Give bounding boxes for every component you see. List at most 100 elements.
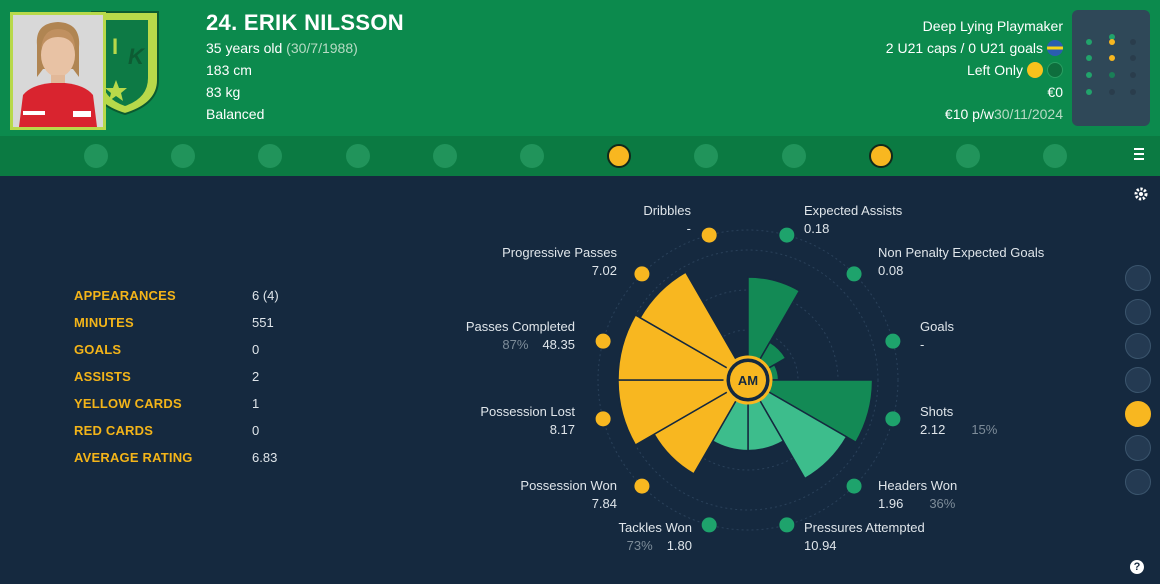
sweden-flag-icon — [1047, 40, 1063, 56]
pitch-dot — [1109, 89, 1115, 95]
metric-label: Shots 2.12 15% — [920, 404, 997, 437]
metric-label: Non Penalty Expected Goals 0.08 — [878, 245, 1044, 278]
metric-value: 48.35 — [542, 337, 575, 352]
metric-dot — [634, 478, 650, 494]
bird-icon[interactable] — [258, 144, 283, 168]
metric-dot — [846, 478, 862, 494]
running-player-icon[interactable] — [1125, 435, 1151, 461]
position-badge-inner — [730, 362, 766, 398]
metric-dot — [846, 266, 862, 282]
stat-label: APPEARANCES — [74, 288, 176, 303]
stat-label: MINUTES — [74, 315, 134, 330]
crosshair-icon[interactable] — [956, 144, 980, 168]
club-crest-icon: I K — [91, 11, 159, 116]
stat-row: RED CARDS 0 — [74, 423, 314, 443]
metric-name: Progressive Passes — [502, 245, 617, 260]
metric-name: Dribbles — [643, 203, 691, 218]
metric-label: Tackles Won 73% 1.80 — [619, 520, 692, 553]
metric-name: Tackles Won — [618, 520, 692, 535]
player-age-line: 35 years old (30/7/1988) — [206, 40, 358, 56]
metric-value-line: 10.94 — [804, 538, 925, 553]
kicking-player-icon[interactable] — [1125, 367, 1151, 393]
player-portrait-icon — [13, 15, 103, 127]
metric-name: Goals — [920, 319, 954, 334]
gear-icon[interactable] — [1134, 187, 1148, 201]
metric-label: Pressures Attempted 10.94 — [804, 520, 925, 553]
metric-value-line: 0.18 — [804, 221, 902, 236]
metric-value-line: 7.02 — [502, 263, 617, 278]
metric-label: Progressive Passes 7.02 — [502, 245, 617, 278]
grid-ring — [617, 249, 879, 511]
pitch-dot — [1130, 89, 1136, 95]
metric-label: Passes Completed 87% 48.35 — [466, 319, 575, 352]
stat-label: AVERAGE RATING — [74, 450, 193, 465]
metric-value: 1.96 — [878, 496, 904, 511]
list-menu-icon[interactable] — [1134, 148, 1144, 160]
u21-line: 2 U21 caps / 0 U21 goals — [886, 40, 1063, 56]
player-age: 35 years old — [206, 40, 283, 56]
grid-ring — [597, 229, 899, 531]
metric-dot — [701, 517, 717, 533]
metric-value-line: 73% 1.80 — [619, 538, 692, 553]
metric-name: Possession Lost — [480, 404, 575, 419]
pitch-dot — [1130, 55, 1136, 61]
pitch-dot — [1109, 34, 1115, 40]
stat-row: AVERAGE RATING 6.83 — [74, 450, 314, 470]
stat-value: 0 — [252, 423, 260, 438]
foot-line: Left Only — [967, 62, 1063, 78]
wolf-icon[interactable] — [1043, 144, 1068, 168]
stat-value: 2 — [252, 369, 260, 384]
player-role: Deep Lying Playmaker — [922, 18, 1063, 34]
stat-row: ASSISTS 2 — [74, 369, 314, 389]
metric-dot — [779, 227, 795, 243]
player-standing-icon[interactable] — [1125, 299, 1151, 325]
boot-grey-icon — [1047, 62, 1063, 78]
metric-value: 8.17 — [549, 422, 575, 437]
stat-value: 0 — [252, 342, 260, 357]
boot-icon — [1027, 62, 1043, 78]
stat-label: RED CARDS — [74, 423, 154, 438]
contract-line: €10 p/w30/11/2024 — [945, 106, 1063, 122]
metric-name: Non Penalty Expected Goals — [878, 245, 1045, 260]
pitch-dot — [1086, 89, 1092, 95]
diving-header-icon[interactable] — [1125, 333, 1151, 359]
metric-value-line: 87% 48.35 — [466, 337, 575, 352]
stat-value: 551 — [252, 315, 274, 330]
metric-dot — [634, 266, 650, 282]
metric-name: Possession Won — [520, 478, 617, 493]
preferred-foot: Left Only — [966, 62, 1023, 78]
metric-value: 0.18 — [804, 221, 830, 236]
metric-name: Pressures Attempted — [804, 520, 925, 535]
dribbling-player-icon[interactable] — [1125, 401, 1151, 427]
metric-value-line: 2.12 15% — [920, 422, 997, 437]
wizard-hat-icon[interactable] — [868, 144, 893, 168]
player-dob: (30/7/1988) — [286, 40, 358, 56]
hammer-sickle-icon[interactable] — [345, 144, 370, 168]
position-badge-label: AM — [738, 373, 758, 388]
stat-row: YELLOW CARDS 1 — [74, 396, 314, 416]
fox-head-icon[interactable] — [781, 144, 806, 168]
metric-percent: 73% — [626, 538, 653, 553]
shield-card-icon[interactable] — [171, 144, 196, 168]
player-header: I K 24. ERIK NILSSON 35 years old (30/7/… — [0, 0, 1160, 136]
crest-letter-1: I — [112, 34, 118, 59]
cog-burst-icon[interactable] — [694, 144, 719, 168]
metric-dot — [779, 517, 795, 533]
eye-icon[interactable] — [432, 144, 457, 168]
metric-value: - — [920, 337, 925, 352]
rocket-icon[interactable] — [520, 144, 544, 168]
player-wage: €10 p/w — [944, 106, 994, 122]
profile-circle-icon[interactable] — [1125, 469, 1151, 495]
helmet-icon[interactable] — [607, 144, 632, 168]
help-icon[interactable]: ? — [1130, 560, 1144, 574]
stat-value: 6.83 — [252, 450, 278, 465]
metric-label: Dribbles - — [643, 203, 691, 236]
tab-bar — [0, 136, 1160, 176]
player-name: 24. ERIK NILSSON — [206, 10, 404, 35]
player-height: 183 cm — [206, 62, 252, 78]
anchor-icon[interactable] — [84, 144, 108, 168]
slide-tackle-icon[interactable] — [1125, 265, 1151, 291]
stat-value: 1 — [252, 396, 260, 411]
metric-value: 1.80 — [666, 538, 692, 553]
metric-name: Expected Assists — [804, 203, 903, 218]
